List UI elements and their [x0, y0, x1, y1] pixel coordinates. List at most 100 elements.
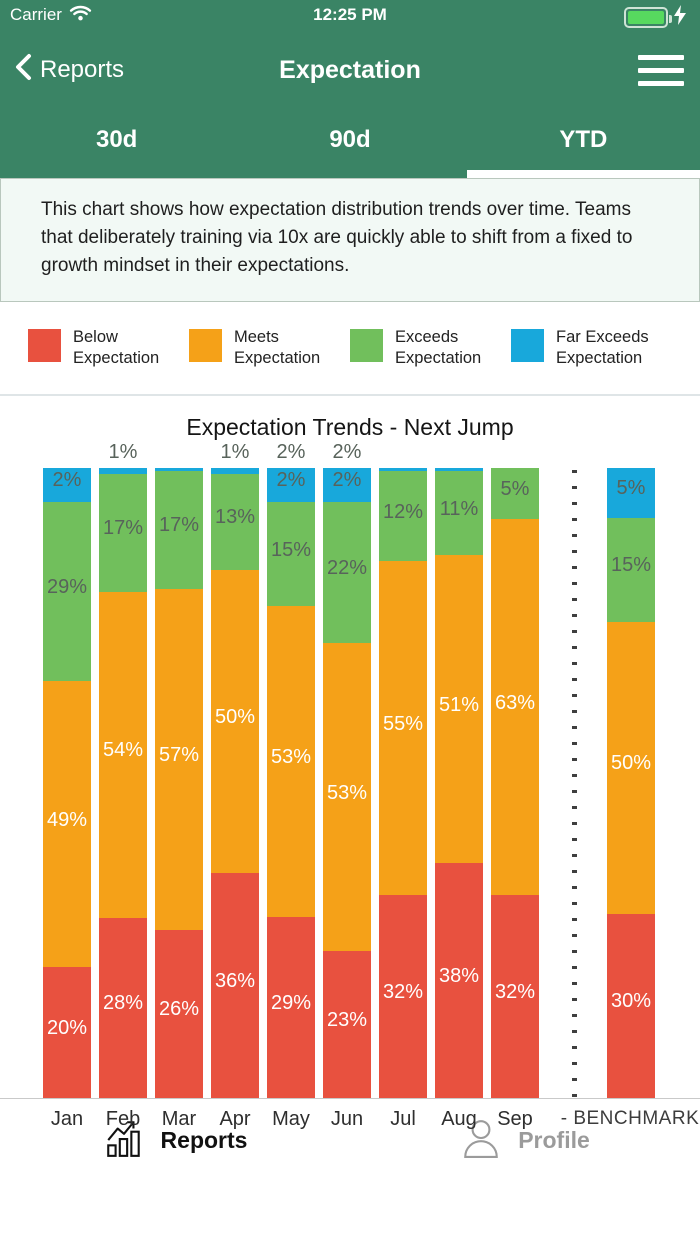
x-axis-label-aug: Aug [441, 1108, 477, 1130]
bottom-nav-profile[interactable]: Profile [350, 1099, 700, 1182]
clock: 12:25 PM [313, 5, 387, 24]
tab-30d[interactable]: 30d [95, 126, 138, 153]
segment-value-label: 53% [270, 746, 312, 769]
segment-exceeds-expectation: 15% [267, 501, 315, 607]
x-axis-label-jul: Jul [390, 1108, 416, 1130]
segment-value-label: 2% [52, 469, 82, 492]
legend-label: Far Exceeds [556, 328, 649, 346]
back-label: Reports [40, 56, 125, 83]
segment-below-expectation: 29% [267, 917, 315, 1098]
segment-exceeds-expectation: 22% [323, 501, 371, 644]
segment-meets-expectation: 57% [155, 588, 203, 930]
segment-meets-expectation: 63% [491, 519, 539, 896]
tab-ytd[interactable]: YTD [466, 110, 700, 178]
bar-mar: 17% 57% 26% [155, 468, 203, 1098]
legend-label: Below [73, 328, 118, 346]
above-bar-value-label: 2% [276, 441, 306, 463]
above-bar-value-label: 1% [108, 441, 138, 463]
segment-far-exceeds-expectation [435, 468, 483, 471]
segment-far-exceeds-expectation [155, 468, 203, 471]
menu-button[interactable] [638, 51, 684, 90]
wifi-icon [69, 4, 92, 26]
segment-meets-expectation: 53% [267, 606, 315, 918]
status-bar: Carrier 12:25 PM [0, 0, 700, 30]
period-tab-strip: 30d 90d YTD [0, 110, 700, 178]
nav-bar: Reports Expectation [0, 30, 700, 110]
segment-value-label: 17% [102, 517, 144, 540]
segment-meets-expectation: 49% [43, 680, 91, 968]
segment-value-label: 2% [276, 469, 306, 492]
bar-sep: 5% 63% 32% [491, 468, 539, 1098]
segment-exceeds-expectation: 11% [435, 470, 483, 556]
segment-value-label: 55% [382, 712, 424, 735]
chart-title: Expectation Trends - Next Jump [186, 414, 514, 440]
benchmark-axis-label: - BENCHMARK [560, 1108, 700, 1129]
segment-value-label: 5% [500, 478, 530, 501]
segment-exceeds-expectation: 12% [379, 470, 427, 562]
benchmark-separator-dashed-line [572, 470, 577, 1098]
x-axis-label-mar: Mar [161, 1108, 197, 1130]
segment-value-label: 15% [610, 554, 652, 577]
legend: Below Expectation Meets Expectation Exce… [0, 302, 700, 396]
segment-value-label: 50% [214, 705, 256, 728]
legend-item-below: Below Expectation [28, 327, 189, 394]
segment-value-label: 53% [326, 781, 368, 804]
segment-below-expectation: 23% [323, 951, 371, 1098]
segment-value-label: 51% [438, 693, 480, 716]
segment-exceeds-expectation: 13% [211, 473, 259, 570]
segment-far-exceeds-expectation [99, 468, 147, 474]
x-axis-label-feb: Feb [105, 1108, 141, 1130]
bottom-nav-label: Reports [160, 1127, 248, 1153]
segment-meets-expectation: 50% [607, 621, 655, 914]
segment-value-label: 17% [158, 514, 200, 537]
segment-meets-expectation: 51% [435, 555, 483, 863]
segment-value-label: 50% [610, 752, 652, 775]
charging-bolt-icon [674, 5, 686, 30]
segment-value-label: 26% [158, 998, 200, 1021]
bar-jul: 12% 55% 32% [379, 468, 427, 1098]
segment-value-label: 57% [158, 743, 200, 766]
segment-exceeds-expectation: 15% [607, 517, 655, 622]
legend-label: Expectation [73, 349, 160, 367]
segment-value-label: 11% [439, 497, 479, 520]
bar-feb: 17% 54% 28% 1% [99, 441, 147, 1098]
segment-value-label: 32% [494, 981, 536, 1004]
segment-below-expectation: 30% [607, 913, 655, 1099]
back-chevron-icon [14, 53, 32, 88]
bottom-nav-reports[interactable]: Reports [0, 1099, 350, 1182]
segment-value-label: 22% [326, 556, 368, 579]
segment-value-label: 30% [610, 990, 652, 1013]
segment-value-label: 28% [102, 992, 144, 1015]
bar-aug: 11% 51% 38% [435, 468, 483, 1099]
segment-far-exceeds-expectation: 2% [43, 468, 91, 502]
segment-far-exceeds-expectation [211, 468, 259, 474]
segment-exceeds-expectation: 17% [99, 473, 147, 592]
segment-meets-expectation: 53% [323, 643, 371, 952]
page-title: Expectation [279, 55, 421, 84]
profile-person-icon [460, 1117, 502, 1164]
legend-label: Exceeds [395, 328, 459, 346]
segment-value-label: 29% [270, 992, 312, 1015]
x-axis-label-may: May [272, 1108, 310, 1130]
back-button[interactable]: Reports [14, 53, 124, 88]
segment-below-expectation: 38% [435, 862, 483, 1099]
bar-jan: 2% 29% 49% 20% [43, 468, 91, 1098]
segment-value-label: 38% [438, 964, 480, 987]
tab-90d[interactable]: 90d [329, 126, 371, 153]
segment-value-label: 36% [214, 970, 256, 993]
bottom-nav-label: Profile [518, 1127, 590, 1153]
legend-item-exceeds: Exceeds Expectation [350, 327, 511, 394]
segment-below-expectation: 36% [211, 873, 259, 1098]
segment-exceeds-expectation: 29% [43, 501, 91, 681]
segment-value-label: 5% [616, 477, 646, 500]
bottom-nav: Reports Profile [0, 1098, 700, 1182]
segment-far-exceeds-expectation: 2% [267, 468, 315, 502]
legend-label: Expectation [556, 349, 643, 367]
segment-value-label: 63% [494, 691, 536, 714]
segment-far-exceeds-expectation [379, 468, 427, 471]
segment-meets-expectation: 54% [99, 591, 147, 918]
segment-value-label: 49% [46, 808, 88, 831]
segment-value-label: 12% [382, 500, 424, 523]
x-axis-label-sep: Sep [497, 1108, 533, 1130]
legend-label: Expectation [395, 349, 482, 367]
